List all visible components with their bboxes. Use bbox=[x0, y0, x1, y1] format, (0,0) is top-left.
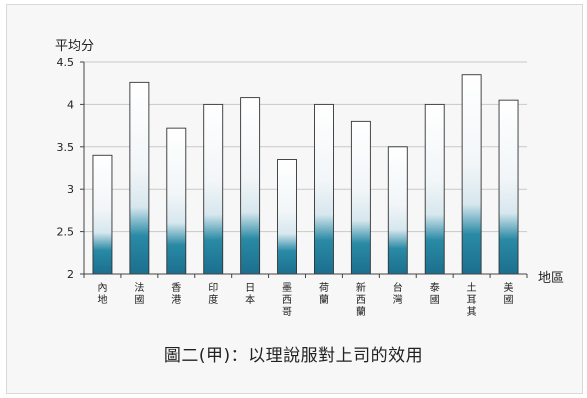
x-tick-label: 耳 bbox=[467, 294, 477, 306]
x-tick-label: 泰 bbox=[430, 281, 440, 294]
x-tick-label: 香 bbox=[171, 282, 181, 294]
x-tick-label: 國 bbox=[504, 294, 514, 306]
x-tick-label: 台 bbox=[393, 281, 403, 294]
y-tick-label: 3.5 bbox=[57, 141, 75, 154]
y-tick-labels: 2 2.5 3 3.5 4 4.5 bbox=[57, 56, 84, 281]
y-tick-label: 4.5 bbox=[57, 56, 75, 69]
bar bbox=[314, 103, 334, 275]
x-tick-label: 法 bbox=[134, 281, 144, 294]
bar bbox=[277, 159, 297, 275]
bar bbox=[166, 127, 187, 275]
gridlines bbox=[84, 61, 527, 233]
x-tick-label: 灣 bbox=[393, 294, 403, 306]
y-tick-label: 2.5 bbox=[57, 226, 75, 239]
bar bbox=[498, 99, 519, 275]
x-tick-label: 日 bbox=[245, 283, 255, 294]
y-tick-label: 3 bbox=[67, 183, 74, 196]
x-tick-label: 新 bbox=[356, 281, 366, 294]
x-tick-label: 荷 bbox=[319, 282, 329, 294]
y-axis-label: 平均分 bbox=[55, 39, 94, 54]
x-tick-label: 西 bbox=[282, 295, 292, 306]
x-tick-label: 國 bbox=[134, 294, 144, 306]
bar bbox=[203, 103, 224, 275]
y-tick-label: 4 bbox=[67, 98, 74, 111]
x-tick-label: 本 bbox=[245, 293, 255, 306]
bar bbox=[129, 81, 150, 275]
x-tick-label: 蘭 bbox=[319, 293, 329, 306]
x-tick-label: 度 bbox=[208, 293, 218, 306]
chart-caption: 圖二(甲)：以理說服對上司的效用 bbox=[163, 346, 424, 366]
bar bbox=[461, 74, 482, 275]
bar bbox=[424, 103, 445, 275]
x-tick-label: 港 bbox=[171, 294, 181, 306]
x-tick-label: 土 bbox=[467, 281, 477, 294]
x-tick-label: 內 bbox=[97, 282, 107, 294]
x-tick-label: 美 bbox=[504, 281, 514, 294]
bars-group bbox=[92, 74, 519, 275]
x-tick-label: 印 bbox=[208, 282, 218, 294]
axes-group bbox=[83, 62, 527, 275]
bar bbox=[92, 154, 113, 275]
x-tick-label: 蘭 bbox=[356, 305, 366, 318]
y-tick-label: 2 bbox=[67, 268, 74, 281]
bar bbox=[387, 146, 408, 275]
x-tick-label: 地 bbox=[97, 293, 107, 306]
x-axis-label: 地區 bbox=[538, 271, 564, 286]
bar bbox=[350, 120, 371, 275]
x-tick-label: 西 bbox=[356, 295, 366, 306]
x-tick-label: 其 bbox=[467, 306, 477, 318]
x-tick-label: 國 bbox=[430, 294, 440, 306]
bar bbox=[240, 97, 261, 275]
x-tick-label: 哥 bbox=[282, 306, 292, 318]
x-tick-label: 墨 bbox=[282, 282, 292, 294]
